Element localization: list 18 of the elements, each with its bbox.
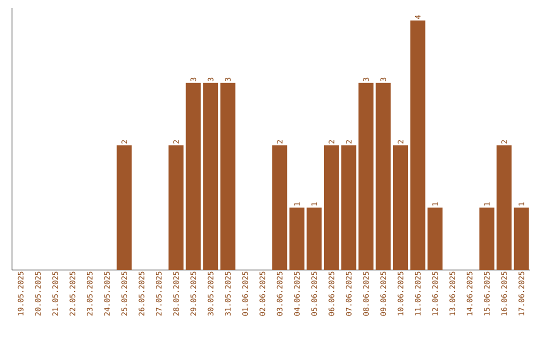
bar: [479, 208, 494, 270]
bar: [324, 145, 339, 270]
bar: [220, 82, 236, 270]
bar: [341, 145, 356, 270]
bar: [358, 82, 374, 270]
bar: [514, 208, 529, 270]
bar: [428, 208, 443, 270]
bar: [289, 208, 304, 270]
bar: [203, 82, 218, 270]
bar: [410, 20, 426, 270]
bar: [272, 145, 288, 270]
bar: [393, 145, 408, 270]
bar: [376, 82, 391, 270]
bar: [306, 208, 322, 270]
bar: [116, 145, 132, 270]
bar: [186, 82, 201, 270]
bar: [496, 145, 512, 270]
bar: [168, 145, 184, 270]
